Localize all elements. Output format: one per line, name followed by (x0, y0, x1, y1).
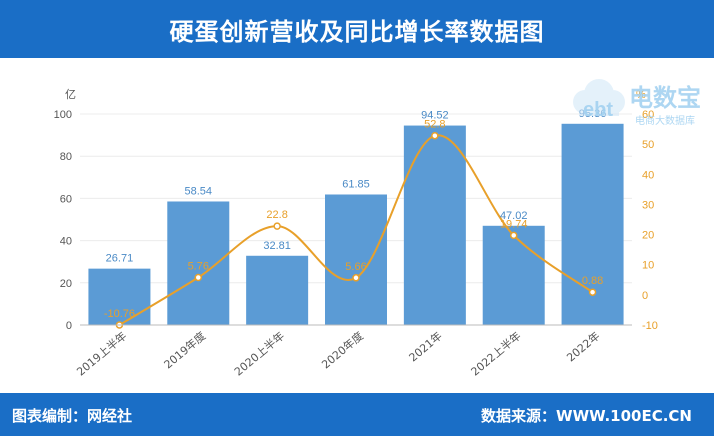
growth-point (509, 231, 518, 240)
growth-value-label: -10.76 (104, 308, 135, 320)
bars (88, 123, 624, 325)
growth-value-label: 0.88 (582, 275, 603, 287)
y-axis-unit: 亿 (65, 88, 76, 101)
y-tick-label: 80 (60, 151, 72, 163)
bar (167, 201, 230, 325)
bar-value-label: 94.52 (421, 110, 449, 122)
growth-line (118, 134, 594, 326)
y-tick-label: 40 (60, 236, 72, 248)
x-tick-label: 2022年 (564, 329, 603, 365)
growth-point (194, 273, 203, 282)
bar (325, 194, 387, 325)
x-tick-label: 2019年度 (161, 329, 208, 372)
x-tick-label: 2019上半年 (74, 329, 130, 379)
bar (88, 268, 151, 325)
x-tick-label: 2020上半年 (231, 329, 287, 379)
watermark-sub: 电商大数据库 (635, 114, 695, 127)
y-right-tick-label: 20 (642, 230, 654, 242)
y-tick-label: 0 (66, 320, 72, 332)
x-tick-label: 2021年 (406, 329, 445, 365)
growth-value-label: 22.8 (266, 209, 287, 221)
data-labels: 26.7158.5432.8161.8594.5247.0295.36-10.7… (104, 108, 607, 320)
chart: 0 20 40 60 80 100 -10 0 10 20 30 40 50 60 亿 % 2019上半年 201… (54, 88, 658, 379)
y-right-axis-unit: % (636, 89, 646, 101)
bar (482, 225, 545, 325)
footer-editor: 图表编制：网经社 (12, 407, 133, 425)
growth-value-label: 5.66 (345, 261, 366, 273)
y-right-tick-label: 30 (642, 199, 654, 211)
bar (246, 255, 309, 325)
bar-value-label: 58.54 (185, 185, 213, 197)
y-right-tick-label: 40 (642, 169, 654, 181)
growth-value-label: 19.74 (500, 218, 528, 230)
y-tick-label: 20 (60, 278, 72, 290)
y-tick-label: 60 (60, 193, 72, 205)
watermark-logo-text: ebt (583, 99, 613, 121)
footer-source: 数据来源：WWW.100EC.CN (481, 407, 692, 425)
chart-title: 硬蛋创新营收及同比增长率数据图 (169, 17, 545, 46)
header-bar: 硬蛋创新营收及同比增长率数据图 (0, 0, 714, 58)
watermark-brand: 电数宝 (629, 84, 701, 112)
growth-value-label: 5.76 (188, 260, 209, 272)
watermark-logo: ebt 电数宝 电商大数据库 (563, 74, 713, 130)
growth-point (273, 222, 281, 230)
bar-value-label: 26.71 (106, 253, 134, 265)
growth-point (352, 274, 360, 282)
bar-value-label: 32.81 (263, 240, 291, 252)
growth-point (588, 288, 597, 296)
bar (403, 125, 466, 325)
y-right-tick-label: 50 (642, 139, 654, 151)
y-right-tick-label: 0 (642, 290, 648, 302)
x-tick-label: 2020年度 (319, 329, 366, 372)
y-tick-label: 100 (54, 109, 72, 121)
y-right-tick-label: 10 (642, 260, 654, 272)
bar-value-label: 61.85 (342, 178, 370, 190)
y-right-tick-label: 60 (642, 109, 654, 121)
bar-value-label: 47.02 (500, 210, 528, 222)
growth-point (431, 131, 439, 140)
x-tick-label: 2022上半年 (468, 329, 524, 379)
y-right-tick-label: -10 (642, 320, 658, 332)
footer-bar: 图表编制：网经社 数据来源：WWW.100EC.CN (0, 393, 714, 436)
growth-value-label: 52.8 (424, 119, 445, 131)
